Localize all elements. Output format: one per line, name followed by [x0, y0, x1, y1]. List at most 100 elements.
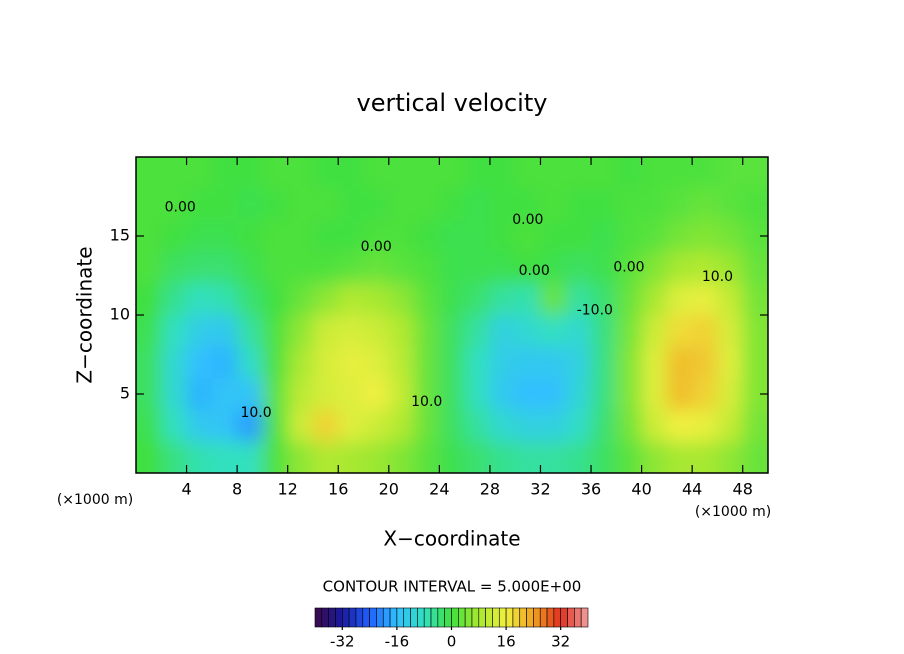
cell	[363, 220, 390, 253]
cell	[742, 188, 768, 221]
cell	[161, 157, 188, 190]
cell	[287, 188, 314, 221]
cell	[591, 441, 617, 473]
cell	[489, 441, 516, 473]
cell	[237, 251, 263, 284]
cell	[414, 441, 440, 473]
cell	[641, 251, 668, 284]
cell	[464, 251, 491, 284]
cell	[489, 251, 516, 284]
cell	[262, 441, 289, 473]
cell	[717, 157, 744, 190]
cell	[136, 409, 162, 442]
cell	[136, 315, 162, 348]
cell	[717, 220, 744, 253]
colorbar-box	[382, 607, 391, 628]
cell	[565, 315, 592, 348]
cell	[540, 220, 567, 253]
cell	[414, 378, 440, 411]
cell	[262, 157, 289, 190]
cells	[136, 157, 768, 473]
cell	[439, 283, 466, 316]
cell	[616, 346, 643, 379]
cell	[616, 157, 643, 190]
cell	[136, 188, 162, 221]
colorbar-box	[389, 607, 398, 628]
y-tick-label: 15	[110, 226, 130, 245]
cell	[616, 409, 643, 442]
cell	[692, 441, 718, 473]
cell	[237, 409, 263, 442]
contour-label: 10.0	[411, 394, 442, 410]
cell	[211, 157, 238, 190]
colorbar-box	[403, 607, 411, 628]
y-tick-label: 10	[110, 305, 130, 324]
cell	[363, 441, 390, 473]
cell	[439, 251, 466, 284]
cell	[464, 315, 491, 348]
cell	[287, 157, 314, 190]
x-unit-label: (×1000 m)	[695, 504, 771, 520]
cell	[742, 157, 768, 190]
cell	[262, 409, 289, 442]
colorbar-box	[464, 607, 473, 628]
cell	[464, 409, 491, 442]
cell	[591, 409, 617, 442]
cell	[692, 378, 718, 411]
colorbar-box	[362, 607, 370, 628]
cell	[641, 378, 668, 411]
cell	[363, 346, 390, 379]
cell	[489, 283, 516, 316]
contour-label: 0.00	[512, 212, 543, 228]
cell	[666, 315, 693, 348]
cell	[136, 251, 162, 284]
cell	[439, 220, 466, 253]
cell	[312, 188, 339, 221]
cell	[237, 441, 263, 473]
cell	[515, 157, 541, 190]
cell	[414, 315, 440, 348]
cell	[742, 315, 768, 348]
cell	[717, 409, 744, 442]
cell	[287, 346, 314, 379]
cell	[439, 378, 466, 411]
colorbar-box	[444, 607, 452, 628]
cell	[388, 378, 415, 411]
cell	[641, 188, 668, 221]
colorbar-box	[546, 607, 555, 628]
colorbar-box	[512, 607, 521, 628]
cell	[287, 378, 314, 411]
cell	[262, 346, 289, 379]
cell	[515, 251, 541, 284]
cell	[666, 409, 693, 442]
colorbar-box	[526, 607, 534, 628]
colorbar-box	[560, 607, 568, 628]
cell	[363, 378, 390, 411]
x-tick-label: 44	[682, 480, 702, 499]
cell	[262, 251, 289, 284]
cell	[540, 409, 567, 442]
cell	[161, 188, 188, 221]
contour-label: 0.00	[165, 200, 196, 216]
cell	[742, 283, 768, 316]
cell	[515, 441, 541, 473]
cell	[211, 220, 238, 253]
cell	[742, 409, 768, 442]
cell	[666, 220, 693, 253]
cell	[591, 283, 617, 316]
cell	[616, 441, 643, 473]
chart-title: vertical velocity	[357, 89, 548, 117]
cell	[616, 315, 643, 348]
cell	[717, 283, 744, 316]
contour-label: -10.0	[577, 302, 613, 318]
cell	[489, 378, 516, 411]
cell	[211, 188, 238, 221]
x-tick-label: 32	[530, 480, 550, 499]
colorbar-box	[451, 607, 459, 628]
cell	[666, 283, 693, 316]
cell	[262, 315, 289, 348]
contour-interval: CONTOUR INTERVAL = 5.000E+00	[323, 578, 582, 596]
cell	[287, 315, 314, 348]
cell	[540, 378, 567, 411]
